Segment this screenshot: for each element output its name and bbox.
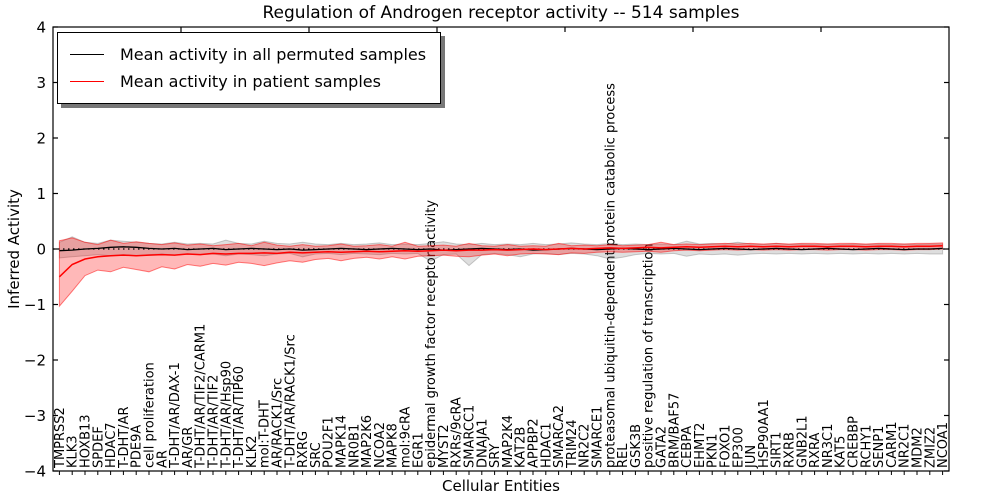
- x-tick-label: NR0B1: [347, 424, 362, 468]
- x-tick-label: SPDEF: [91, 426, 106, 468]
- x-axis-label: Cellular Entities: [442, 477, 560, 495]
- x-tick-label: GNB2L1: [795, 415, 810, 468]
- permuted-line-swatch-icon: [70, 54, 104, 55]
- x-tick-label: HSP90AA1: [757, 399, 772, 468]
- x-tick-label: BRM/BAF57: [667, 393, 682, 468]
- x-tick-label: T-DHT/AR/TIP60: [232, 366, 247, 469]
- x-tick-label: SRC: [309, 442, 324, 468]
- x-tick-label: FOXO1: [719, 425, 734, 468]
- x-tick-label: T-DHT/AR/DAX-1: [168, 362, 183, 469]
- x-tick-label: NCOA1: [936, 422, 951, 468]
- confidence-band: [58, 237, 944, 308]
- y-tick-label: 3: [36, 74, 46, 92]
- x-tick-label: RXRG: [296, 431, 311, 468]
- x-tick-label: MAP2K4: [501, 415, 516, 468]
- x-tick-label: SMARCE1: [591, 406, 606, 468]
- x-tick-label: cell proliferation: [143, 362, 158, 468]
- patient-line-swatch-icon: [70, 81, 104, 82]
- y-tick-label: −4: [24, 463, 46, 481]
- x-tick-label: T-DHT/AR/TIF2: [207, 375, 222, 469]
- x-tick-label: proteasomal ubiquitin-dependent protein …: [603, 83, 618, 468]
- x-tick-label: JUN: [744, 445, 759, 469]
- x-tick-label: NR2C2: [578, 424, 593, 468]
- x-tick-label: CREBBP: [847, 416, 862, 468]
- legend-item-permuted: Mean activity in all permuted samples: [70, 41, 426, 68]
- y-tick-label: 0: [36, 241, 46, 259]
- y-tick-label: 1: [36, 185, 46, 203]
- y-tick-label: −2: [24, 352, 46, 370]
- x-tick-label: T-DHT/AR: [117, 407, 132, 469]
- x-tick-label: EGR1: [411, 432, 426, 468]
- x-tick-label: CARM1: [885, 422, 900, 469]
- x-tick-label: T-DHT/AR/RACK1/Src: [283, 334, 298, 469]
- x-tick-label: SMARCA2: [552, 405, 567, 468]
- top-ticks: [180, 27, 822, 32]
- chart-title: Regulation of Androgen receptor activity…: [262, 3, 740, 23]
- x-tick-label: KAT2B: [514, 427, 529, 468]
- x-tick-label: RXRA: [808, 433, 823, 468]
- x-tick-label: SIRT1: [770, 432, 785, 468]
- x-tick-label: KLK3: [66, 435, 81, 468]
- x-tick-label: MAP2K6: [360, 415, 375, 468]
- x-tick-label: APPBP2: [527, 418, 542, 468]
- y-tick-label: −1: [24, 296, 46, 314]
- x-tick-label: SRY: [488, 444, 503, 468]
- x-tick-label: epidermal growth factor receptor activit…: [424, 200, 439, 468]
- x-tick-label: AR/RACK1/Src: [271, 378, 286, 468]
- mean-line: [58, 244, 943, 278]
- x-tick-labels: TMPRSS2KLK3HOXB13SPDEFHDAC7T-DHT/ARPDE9A…: [53, 83, 951, 469]
- x-tick-label: NR3C1: [821, 424, 836, 468]
- x-tick-label: AR/GR: [181, 427, 196, 468]
- x-tick-label: T-DHT/AR/TIF2/CARM1: [194, 324, 209, 469]
- x-tick-label: KAT5: [834, 436, 849, 468]
- x-tick-label: RCHY1: [859, 425, 874, 468]
- x-tick-label: mol:T-DHT: [258, 400, 273, 468]
- legend-label-permuted: Mean activity in all permuted samples: [120, 45, 427, 64]
- x-tick-label: REL: [616, 443, 631, 468]
- x-tick-label: TMPRSS2: [53, 407, 68, 469]
- legend-item-patient: Mean activity in patient samples: [70, 68, 426, 95]
- x-tick-label: POU2F1: [322, 416, 337, 468]
- x-tick-label: MAPK8: [386, 423, 401, 468]
- legend-label-patient: Mean activity in patient samples: [120, 72, 381, 91]
- x-tick-label: MAPK14: [335, 415, 350, 468]
- x-tick-label: RXRB: [783, 432, 798, 468]
- x-tick-label: NR2C1: [898, 424, 913, 468]
- x-tick-label: DNAJA1: [475, 419, 490, 468]
- x-tick-label: mol:9cRA: [399, 406, 414, 468]
- x-tick-label: SMARCC1: [463, 405, 478, 468]
- y-tick-label: −3: [24, 407, 46, 425]
- x-tick-label: positive regulation of transcription: [642, 243, 657, 468]
- x-tick-label: MDM2: [911, 427, 926, 468]
- x-tick-label: HDAC7: [104, 422, 119, 468]
- legend: Mean activity in all permuted samples Me…: [57, 32, 442, 104]
- x-tick-label: GATA2: [655, 426, 670, 468]
- x-tick-label: EHMT2: [693, 423, 708, 468]
- x-tick-label: PKN1: [706, 434, 721, 468]
- bottom-ticks: [58, 471, 944, 475]
- x-tick-label: SENP1: [872, 426, 887, 468]
- x-tick-label: RXRs/9cRA: [450, 397, 465, 468]
- x-tick-label: EP300: [731, 427, 746, 468]
- y-tick-label: 4: [36, 19, 46, 37]
- x-tick-label: AR: [155, 450, 170, 468]
- x-tick-label: MYST2: [437, 424, 452, 468]
- y-ticks: 4 3 2 1 0 −1 −2 −3 −4: [24, 19, 949, 481]
- x-tick-label: T-DHT/AR/Hsp90: [219, 361, 234, 469]
- x-tick-label: PDE9A: [130, 425, 145, 468]
- y-axis-label: Inferred Activity: [5, 189, 23, 309]
- x-tick-label: HDAC1: [539, 422, 554, 468]
- x-tick-label: HOXB13: [79, 414, 94, 468]
- x-tick-label: CEBPA: [680, 426, 695, 468]
- x-tick-label: GSK3B: [629, 424, 644, 468]
- x-tick-label: KLK2: [245, 435, 260, 468]
- y-tick-label: 2: [36, 130, 46, 148]
- x-tick-label: NCOA2: [373, 422, 388, 468]
- x-tick-label: ZMIZ2: [923, 427, 938, 468]
- x-tick-label: TRIM24: [565, 419, 580, 469]
